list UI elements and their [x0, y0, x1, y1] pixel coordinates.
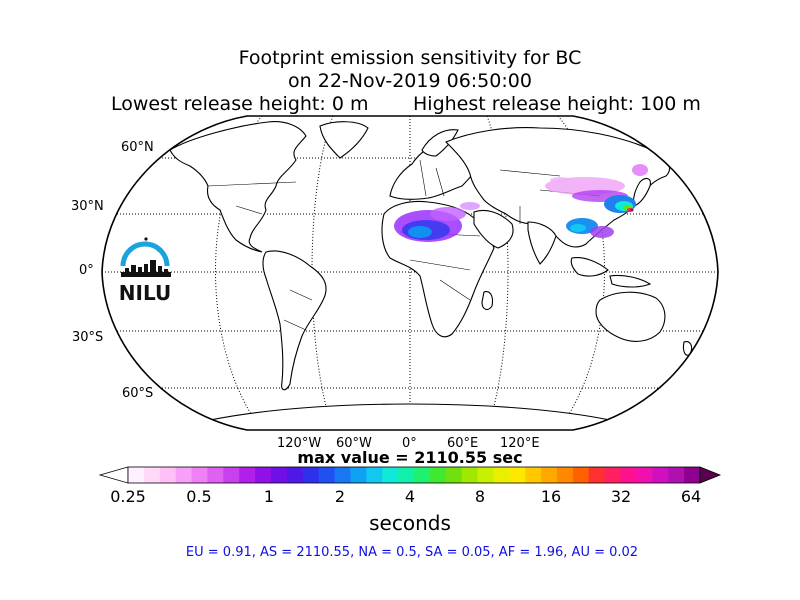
colorbar-segment	[668, 467, 685, 483]
lat-label-30n: 30°N	[71, 199, 104, 214]
colorbar-segment	[525, 467, 542, 483]
lon-label-0: 0°	[402, 436, 417, 451]
colorbar-segment	[652, 467, 669, 483]
colorbar-tick: 2	[334, 487, 346, 506]
regional-values: EU = 0.91, AS = 2110.55, NA = 0.5, SA = …	[185, 545, 639, 560]
lat-label-60s: 60°S	[122, 386, 154, 401]
colorbar-segment	[445, 467, 463, 483]
colorbar-extend-low	[98, 466, 129, 484]
lon-label-120w: 120°W	[277, 436, 322, 451]
colorbar-segment	[429, 467, 447, 483]
colorbar-tick: 4	[404, 487, 416, 506]
colorbar-segment	[382, 467, 399, 483]
colorbar-segment	[159, 467, 177, 483]
colorbar-segment	[128, 467, 145, 483]
lon-label-60w: 60°W	[336, 436, 372, 451]
colorbar-segment	[414, 467, 431, 483]
colorbar-segment	[318, 467, 336, 483]
colorbar	[98, 466, 722, 484]
colorbar-tick: 16	[540, 487, 562, 506]
title-line-1: Footprint emission sensitivity for BC	[238, 47, 582, 69]
colorbar-segment	[366, 467, 383, 483]
lat-label-30s: 30°S	[72, 330, 104, 345]
footprint-asia	[545, 164, 648, 238]
nilu-logo-text: NILU	[118, 281, 172, 305]
highest-release-height: Highest release height: 100 m	[413, 93, 701, 115]
colorbar-segment	[223, 467, 240, 483]
colorbar-segment	[175, 467, 193, 483]
colorbar-segment	[398, 467, 415, 483]
colorbar-segment	[143, 467, 161, 483]
colorbar-segment	[572, 467, 590, 483]
colorbar-segment	[207, 467, 224, 483]
colorbar-tick: 0.25	[110, 487, 146, 506]
colorbar-tick: 1	[263, 487, 275, 506]
colorbar-segment	[350, 467, 367, 483]
colorbar-segment	[239, 467, 256, 483]
lon-label-60e: 60°E	[447, 436, 479, 451]
lat-label-0: 0°	[79, 263, 94, 278]
colorbar-segment	[620, 467, 637, 483]
lowest-release-height: Lowest release height: 0 m	[111, 93, 369, 115]
map-boundary	[101, 115, 719, 431]
map-content	[102, 116, 718, 430]
colorbar-segment	[636, 467, 653, 483]
colorbar-segment	[334, 467, 351, 483]
lat-label-60n: 60°N	[121, 140, 154, 155]
colorbar-segment	[684, 467, 701, 483]
title-line-2: on 22-Nov-2019 06:50:00	[288, 70, 532, 92]
colorbar-segment	[191, 467, 208, 483]
colorbar-segment	[604, 467, 622, 483]
footprint-africa	[394, 202, 480, 242]
colorbar-label: seconds	[369, 511, 451, 535]
colorbar-segment	[461, 467, 479, 483]
colorbar-segment	[557, 467, 574, 483]
colorbar-segment	[493, 467, 510, 483]
colorbar-segment	[286, 467, 304, 483]
nilu-logo: NILU	[117, 232, 177, 305]
colorbar-segment	[588, 467, 606, 483]
colorbar-segment	[509, 467, 526, 483]
colorbar-tick: 32	[610, 487, 632, 506]
colorbar-segment	[302, 467, 320, 483]
colorbar-tick: 64	[680, 487, 702, 506]
colorbar-segment	[271, 467, 288, 483]
colorbar-segment	[477, 467, 494, 483]
nilu-logo-mark	[120, 237, 171, 277]
colorbar-segment	[541, 467, 558, 483]
colorbar-extend-high	[699, 466, 722, 484]
colorbar-segment	[255, 467, 272, 483]
colorbar-tick: 0.5	[186, 487, 212, 506]
lon-label-120e: 120°E	[500, 436, 540, 451]
max-value-label: max value = 2110.55 sec	[297, 448, 523, 467]
colorbar-tick: 8	[474, 487, 486, 506]
coastlines	[169, 121, 693, 430]
colorbar-border	[127, 466, 701, 484]
